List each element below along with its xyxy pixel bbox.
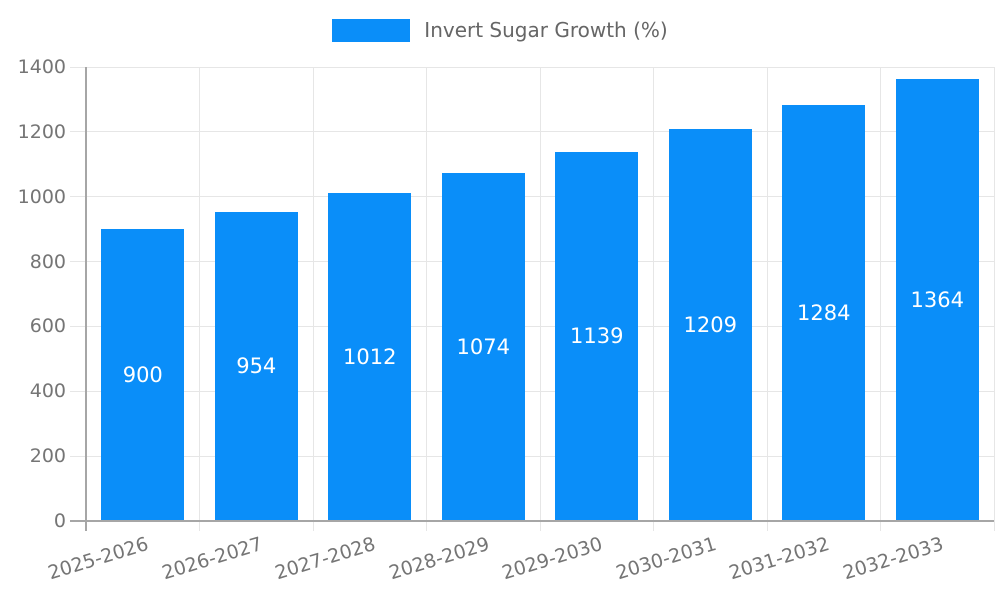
- y-tick-label: 800: [29, 250, 66, 273]
- legend-label: Invert Sugar Growth (%): [424, 18, 668, 42]
- v-gridline: [993, 67, 995, 531]
- bar[interactable]: [895, 78, 979, 521]
- v-gridline: [880, 67, 881, 531]
- y-tick-label: 400: [29, 380, 66, 403]
- h-gridline: [70, 390, 994, 392]
- h-gridline: [70, 131, 994, 133]
- x-axis-line: [70, 520, 994, 522]
- bar-value-label: 954: [236, 354, 277, 379]
- x-tick-label: 2028-2029: [386, 533, 492, 585]
- bar[interactable]: [214, 211, 298, 521]
- bar-value-label: 1074: [456, 334, 510, 359]
- v-gridline: [766, 67, 768, 531]
- bar[interactable]: [441, 172, 525, 521]
- bar-value-label: 1284: [797, 300, 851, 325]
- bar-value-label: 1209: [683, 312, 737, 337]
- bar[interactable]: [101, 229, 185, 521]
- y-tick-label: 1400: [17, 56, 66, 78]
- v-gridline: [199, 67, 200, 531]
- bar[interactable]: [782, 104, 866, 521]
- y-tick-label: 200: [29, 445, 66, 468]
- bar[interactable]: [668, 128, 752, 521]
- legend-swatch: [332, 19, 411, 42]
- h-gridline: [70, 455, 994, 457]
- y-tick-label: 0: [53, 510, 66, 532]
- v-gridline: [426, 67, 427, 531]
- y-tick-label: 1200: [17, 120, 66, 143]
- x-tick-label: 2029-2030: [499, 533, 606, 585]
- x-tick-label: 2026-2027: [159, 533, 265, 585]
- bar-value-label: 900: [122, 363, 163, 388]
- bar-value-label: 1139: [570, 324, 624, 349]
- x-tick-label: 2030-2031: [613, 533, 719, 585]
- bar-value-label: 1012: [343, 344, 397, 369]
- x-tick-label: 2031-2032: [726, 533, 833, 585]
- v-gridline: [539, 67, 541, 531]
- bar[interactable]: [555, 151, 639, 521]
- h-gridline: [70, 196, 994, 198]
- chart-legend[interactable]: Invert Sugar Growth (%): [0, 19, 1000, 42]
- v-gridline: [312, 67, 314, 531]
- y-tick-label: 1000: [17, 185, 66, 208]
- y-axis-line: [85, 67, 87, 531]
- h-gridline: [70, 261, 994, 263]
- x-tick-label: 2027-2028: [272, 533, 379, 585]
- h-gridline: [70, 66, 994, 68]
- x-tick-label: 2025-2026: [45, 533, 152, 585]
- bar-value-label: 1364: [910, 287, 964, 312]
- x-tick-label: 2032-2033: [840, 533, 946, 585]
- h-gridline: [70, 325, 994, 327]
- v-gridline: [653, 67, 654, 531]
- y-tick-label: 600: [29, 315, 66, 338]
- bar[interactable]: [328, 192, 412, 521]
